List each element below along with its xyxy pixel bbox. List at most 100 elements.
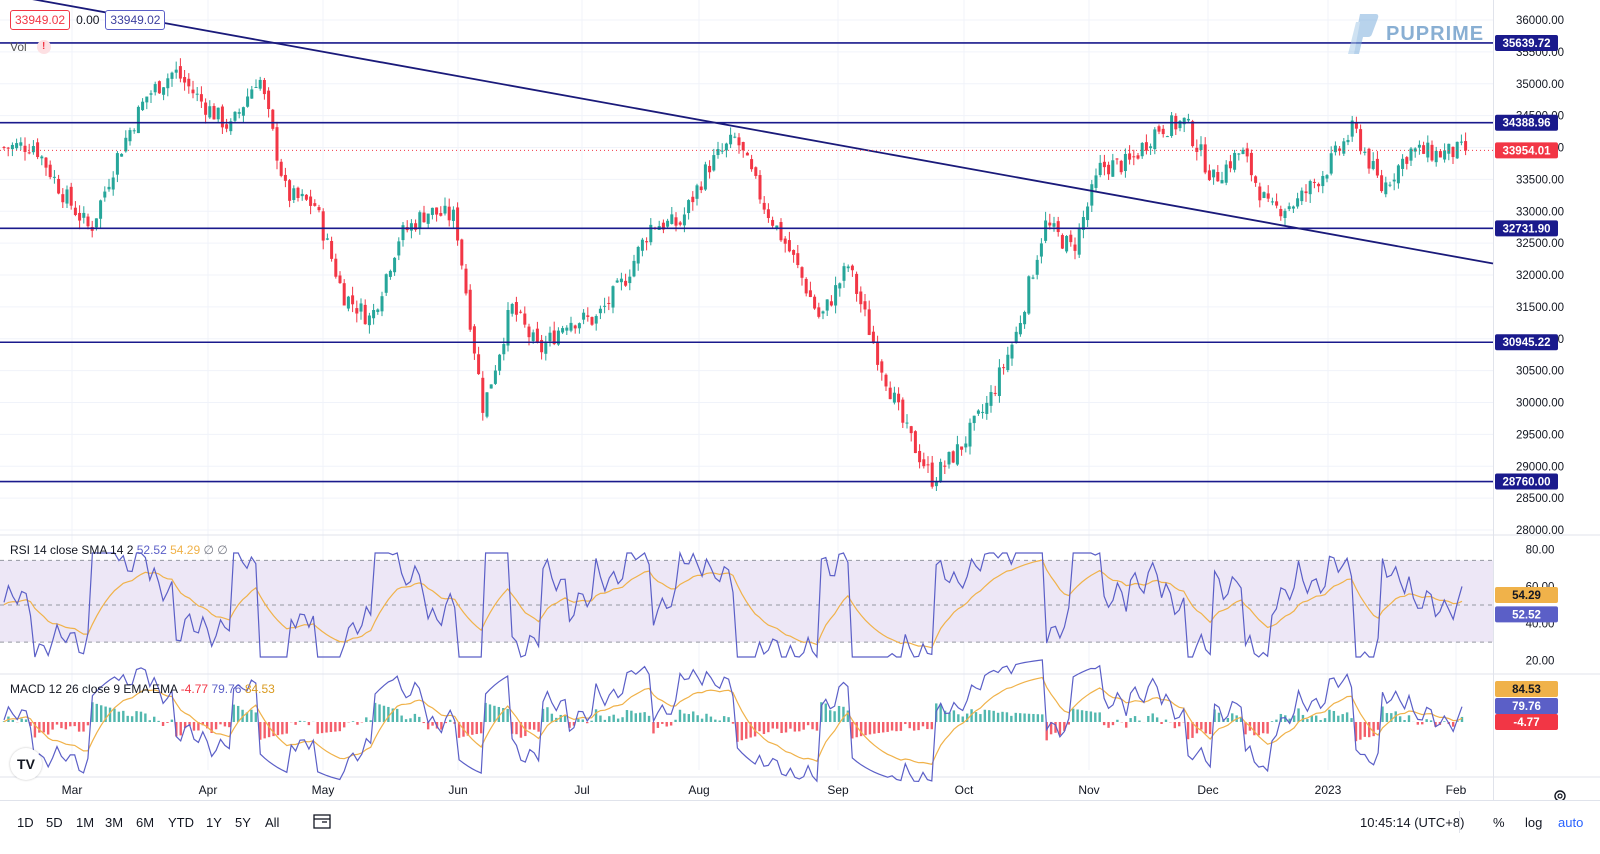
candle-body xyxy=(590,317,594,325)
candle-body xyxy=(1426,142,1430,158)
candle-body xyxy=(342,283,346,306)
candle-body xyxy=(750,159,754,170)
candle-body xyxy=(800,267,804,278)
calendar-goto-icon[interactable] xyxy=(313,813,331,829)
range-button-5y[interactable]: 5Y xyxy=(235,815,251,830)
time-axis-tick: Oct xyxy=(955,783,974,797)
candle-body xyxy=(930,462,934,487)
range-button-1y[interactable]: 1Y xyxy=(206,815,222,830)
candle-body xyxy=(502,344,506,355)
rsi-value-label: 54.29 xyxy=(1512,590,1541,602)
candle-body xyxy=(1006,354,1010,371)
candle-body xyxy=(645,241,649,243)
time-axis-tick: Mar xyxy=(62,783,83,797)
candle-body xyxy=(838,283,842,289)
macd-line xyxy=(3,659,1463,783)
candle-body xyxy=(787,240,791,252)
time-axis-tick: Jul xyxy=(574,783,589,797)
price-axis-tick: 35000.00 xyxy=(1516,79,1564,91)
volume-label: Vol xyxy=(10,40,27,54)
range-button-ytd[interactable]: YTD xyxy=(168,815,194,830)
auto-scale-toggle[interactable]: auto xyxy=(1558,815,1584,830)
clock-time[interactable]: 10:45:14 (UTC+8) xyxy=(1360,815,1465,830)
candle-body xyxy=(36,142,40,158)
candle-body xyxy=(729,134,733,145)
macd-value-label: -4.77 xyxy=(1513,717,1539,729)
candle-body xyxy=(871,331,875,344)
time-axis-tick: Sep xyxy=(827,783,849,797)
range-button-all[interactable]: All xyxy=(265,815,280,830)
candle-body xyxy=(569,322,573,331)
candle-body xyxy=(636,246,640,264)
percent-scale-toggle[interactable]: % xyxy=(1493,815,1505,830)
range-button-6m[interactable]: 6M xyxy=(136,815,155,830)
candle-body xyxy=(1371,161,1375,169)
candle-body xyxy=(44,157,48,168)
candle-body xyxy=(393,257,397,273)
rsi-axis-tick: 20.00 xyxy=(1526,656,1555,668)
candle-body xyxy=(183,77,187,83)
candle-body xyxy=(724,143,728,151)
candle-body xyxy=(149,93,153,95)
candle-body xyxy=(1065,235,1069,252)
candle-body xyxy=(330,240,334,259)
candle-body xyxy=(573,325,577,329)
range-button-3m[interactable]: 3M xyxy=(105,815,124,830)
candle-body xyxy=(82,212,86,218)
price-axis-tick: 28000.00 xyxy=(1516,525,1564,537)
candle-body xyxy=(141,101,145,111)
candle-body xyxy=(258,79,262,89)
candle-body xyxy=(1207,170,1211,181)
candle-body xyxy=(577,323,581,329)
candle-body xyxy=(397,241,401,256)
candle-body xyxy=(388,270,392,277)
candle-body xyxy=(246,96,250,107)
candle-body xyxy=(565,327,569,331)
candle-body xyxy=(57,178,61,194)
rsi-sma-line xyxy=(3,559,1463,649)
candle-body xyxy=(863,301,867,310)
range-button-1m[interactable]: 1M xyxy=(76,815,95,830)
candle-body xyxy=(65,189,69,204)
candle-body xyxy=(678,222,682,225)
candle-body xyxy=(964,443,968,448)
log-scale-toggle[interactable]: log xyxy=(1525,815,1543,830)
rsi-value-badge xyxy=(1495,606,1558,623)
warning-icon[interactable]: ! xyxy=(36,40,51,54)
candle-body xyxy=(103,191,107,198)
candle-body xyxy=(976,410,980,414)
tradingview-logo-icon[interactable]: TV xyxy=(10,748,42,780)
rsi-value-label: 52.52 xyxy=(1512,609,1541,621)
candle-body xyxy=(556,330,560,345)
candle-body xyxy=(766,209,770,219)
candle-body xyxy=(1069,234,1073,243)
candle-body xyxy=(338,275,342,284)
candle-body xyxy=(741,142,745,151)
candle-body xyxy=(716,149,720,156)
candle-body xyxy=(1262,192,1266,198)
candle-body xyxy=(1031,277,1035,279)
trendline xyxy=(32,0,1494,265)
candle-body xyxy=(1191,121,1195,147)
candle-body xyxy=(1300,190,1304,202)
candle-body xyxy=(981,411,985,413)
level-price-label: 34388.96 xyxy=(1503,118,1551,130)
range-button-1d[interactable]: 1D xyxy=(17,815,34,830)
candle-body xyxy=(69,186,73,206)
price-change: 0.00 xyxy=(76,13,100,27)
candle-body xyxy=(472,326,476,354)
candle-body xyxy=(1039,243,1043,257)
candle-body xyxy=(1233,152,1237,170)
candle-body xyxy=(477,354,481,375)
candle-body xyxy=(1291,206,1295,209)
candle-body xyxy=(1195,147,1199,152)
candle-body xyxy=(241,107,245,116)
candle-body xyxy=(1401,158,1405,169)
candle-body xyxy=(703,164,707,190)
candle-body xyxy=(422,212,426,223)
candle-body xyxy=(1094,175,1098,188)
macd-value-badge xyxy=(1495,681,1558,697)
candle-body xyxy=(6,147,10,149)
range-button-5d[interactable]: 5D xyxy=(46,815,63,830)
